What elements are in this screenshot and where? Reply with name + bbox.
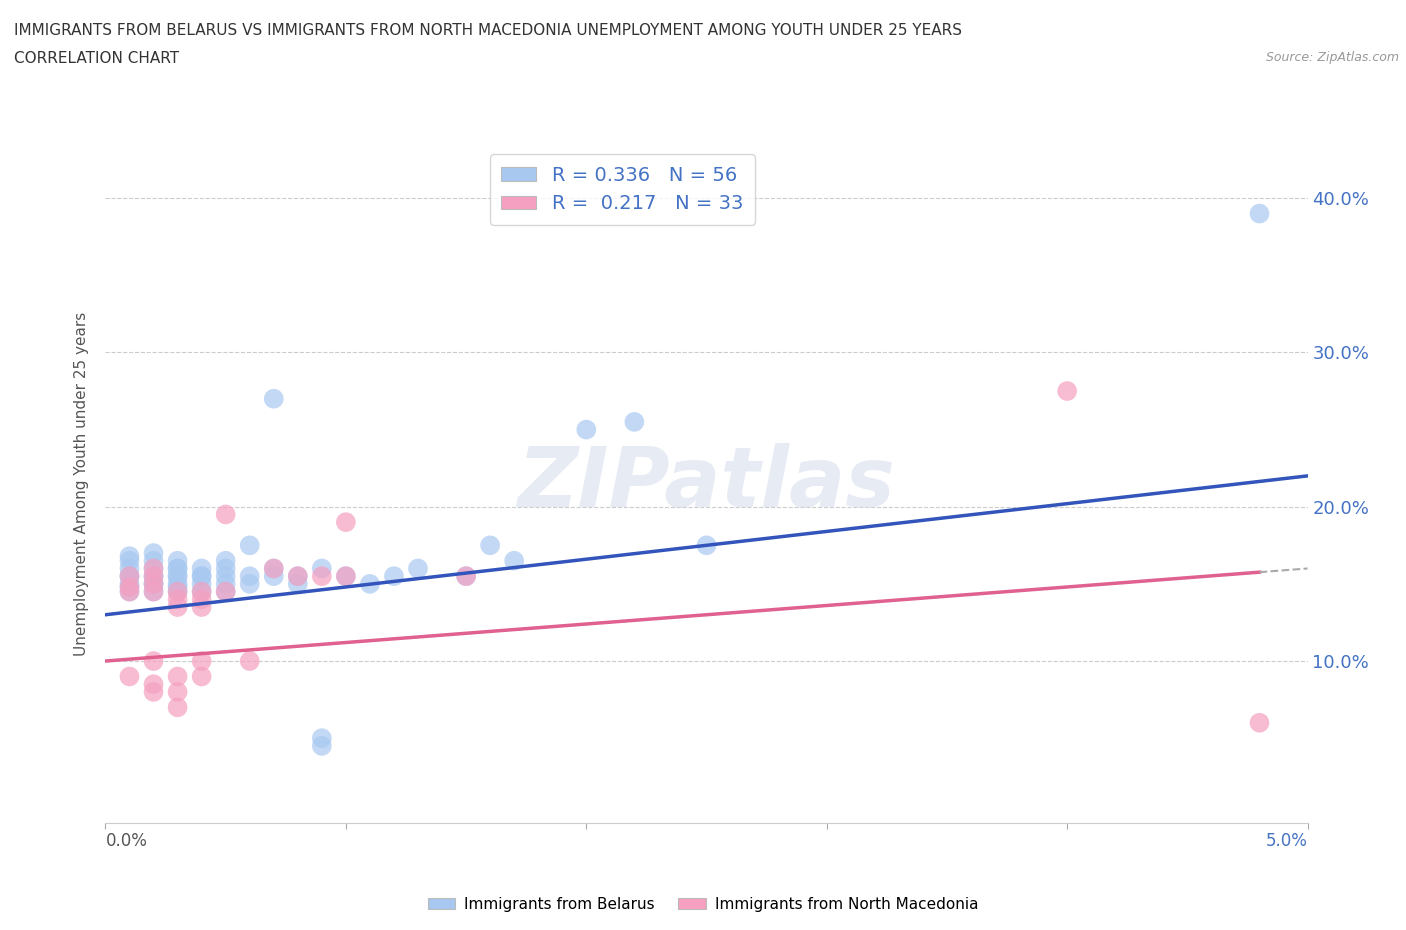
Legend: Immigrants from Belarus, Immigrants from North Macedonia: Immigrants from Belarus, Immigrants from… bbox=[422, 891, 984, 918]
Point bbox=[142, 561, 165, 576]
Point bbox=[263, 569, 285, 584]
Point bbox=[214, 584, 236, 599]
Point bbox=[166, 684, 188, 699]
Text: 0.0%: 0.0% bbox=[105, 832, 148, 850]
Point bbox=[118, 569, 141, 584]
Legend: R = 0.336   N = 56, R =  0.217   N = 33: R = 0.336 N = 56, R = 0.217 N = 33 bbox=[489, 153, 755, 225]
Point bbox=[166, 584, 188, 599]
Point bbox=[166, 561, 188, 576]
Point bbox=[118, 549, 141, 564]
Point bbox=[214, 569, 236, 584]
Point bbox=[142, 584, 165, 599]
Point bbox=[142, 577, 165, 591]
Point bbox=[335, 569, 357, 584]
Y-axis label: Unemployment Among Youth under 25 years: Unemployment Among Youth under 25 years bbox=[75, 312, 90, 656]
Point bbox=[190, 654, 212, 669]
Text: IMMIGRANTS FROM BELARUS VS IMMIGRANTS FROM NORTH MACEDONIA UNEMPLOYMENT AMONG YO: IMMIGRANTS FROM BELARUS VS IMMIGRANTS FR… bbox=[14, 23, 962, 38]
Point bbox=[166, 669, 188, 684]
Point bbox=[214, 553, 236, 568]
Point bbox=[287, 577, 309, 591]
Point bbox=[382, 569, 405, 584]
Point bbox=[190, 584, 212, 599]
Point bbox=[1249, 715, 1271, 730]
Point bbox=[454, 569, 477, 584]
Point bbox=[335, 514, 357, 529]
Point bbox=[623, 415, 645, 430]
Point bbox=[166, 577, 188, 591]
Text: CORRELATION CHART: CORRELATION CHART bbox=[14, 51, 179, 66]
Point bbox=[118, 579, 141, 594]
Point bbox=[503, 553, 526, 568]
Point bbox=[166, 569, 188, 584]
Point bbox=[190, 577, 212, 591]
Point bbox=[142, 569, 165, 584]
Point bbox=[190, 569, 212, 584]
Point bbox=[190, 584, 212, 599]
Point bbox=[142, 569, 165, 584]
Point bbox=[1249, 206, 1271, 221]
Point bbox=[166, 584, 188, 599]
Point bbox=[311, 731, 333, 746]
Point bbox=[239, 654, 262, 669]
Point bbox=[142, 684, 165, 699]
Point bbox=[190, 561, 212, 576]
Point bbox=[454, 569, 477, 584]
Text: 5.0%: 5.0% bbox=[1265, 832, 1308, 850]
Text: ZIPatlas: ZIPatlas bbox=[517, 443, 896, 525]
Point bbox=[239, 569, 262, 584]
Point bbox=[118, 569, 141, 584]
Point bbox=[239, 538, 262, 552]
Point bbox=[166, 600, 188, 615]
Point bbox=[142, 577, 165, 591]
Point bbox=[142, 677, 165, 692]
Point bbox=[190, 600, 212, 615]
Point bbox=[166, 591, 188, 606]
Point bbox=[575, 422, 598, 437]
Point bbox=[263, 561, 285, 576]
Point bbox=[311, 738, 333, 753]
Point bbox=[287, 569, 309, 584]
Point bbox=[142, 569, 165, 584]
Point bbox=[118, 584, 141, 599]
Point bbox=[166, 579, 188, 594]
Point bbox=[166, 561, 188, 576]
Point bbox=[359, 577, 381, 591]
Point bbox=[118, 579, 141, 594]
Point bbox=[479, 538, 502, 552]
Point bbox=[142, 553, 165, 568]
Point bbox=[311, 561, 333, 576]
Point bbox=[263, 561, 285, 576]
Point bbox=[142, 546, 165, 561]
Point bbox=[118, 669, 141, 684]
Point bbox=[214, 577, 236, 591]
Text: Source: ZipAtlas.com: Source: ZipAtlas.com bbox=[1265, 51, 1399, 64]
Point bbox=[287, 569, 309, 584]
Point bbox=[118, 553, 141, 568]
Point bbox=[696, 538, 718, 552]
Point bbox=[335, 569, 357, 584]
Point bbox=[142, 584, 165, 599]
Point bbox=[406, 561, 429, 576]
Point bbox=[118, 561, 141, 576]
Point bbox=[142, 577, 165, 591]
Point bbox=[118, 584, 141, 599]
Point bbox=[263, 392, 285, 406]
Point bbox=[311, 569, 333, 584]
Point bbox=[239, 577, 262, 591]
Point bbox=[118, 569, 141, 584]
Point bbox=[214, 584, 236, 599]
Point bbox=[190, 569, 212, 584]
Point bbox=[142, 561, 165, 576]
Point bbox=[214, 507, 236, 522]
Point bbox=[142, 654, 165, 669]
Point bbox=[190, 669, 212, 684]
Point bbox=[190, 591, 212, 606]
Point bbox=[166, 569, 188, 584]
Point bbox=[118, 577, 141, 591]
Point bbox=[166, 553, 188, 568]
Point bbox=[166, 700, 188, 715]
Point bbox=[214, 561, 236, 576]
Point bbox=[1056, 383, 1078, 398]
